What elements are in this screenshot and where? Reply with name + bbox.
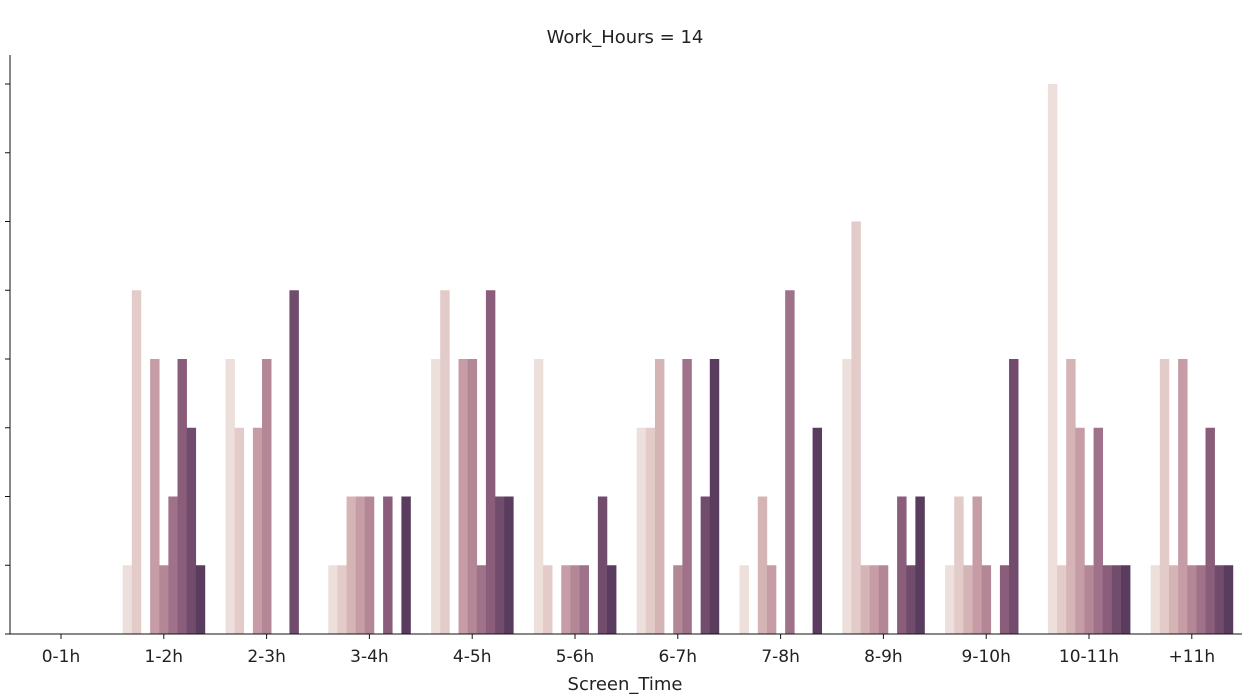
bar (431, 359, 441, 634)
bar (812, 427, 823, 634)
bar (1223, 565, 1234, 634)
bar (972, 496, 982, 634)
bar (700, 496, 711, 634)
bar (234, 427, 245, 634)
bar (1093, 427, 1104, 634)
bar (963, 565, 973, 634)
bar (150, 359, 160, 634)
x-tick-label: 5-6h (556, 647, 595, 667)
bar (945, 565, 955, 634)
bar (1178, 359, 1188, 634)
bar (328, 565, 338, 634)
bar (186, 427, 197, 634)
bar (355, 496, 366, 634)
bar (401, 496, 411, 634)
bar (1168, 565, 1179, 634)
bar (504, 496, 514, 634)
x-tick-label: 6-7h (659, 647, 698, 667)
bar (739, 565, 749, 634)
bar (842, 359, 852, 634)
bar (543, 565, 553, 634)
bar (757, 496, 768, 634)
bar (383, 496, 393, 634)
bar (346, 496, 356, 634)
bar (906, 565, 916, 634)
x-tick-label: 9-10h (962, 647, 1011, 667)
bar (785, 290, 795, 634)
x-axis-label: Screen_Time (568, 674, 683, 695)
bar (645, 427, 656, 634)
bar (1102, 565, 1113, 634)
bar (954, 496, 964, 634)
bar (851, 221, 861, 634)
bar (1075, 427, 1085, 634)
bar (597, 496, 608, 634)
bar (869, 565, 880, 634)
bar (337, 565, 347, 634)
bar (673, 565, 683, 634)
bar (495, 496, 505, 634)
x-tick-label: 3-4h (350, 647, 389, 667)
bar (1111, 565, 1122, 634)
bar (878, 565, 889, 634)
bar (606, 565, 617, 634)
bar (654, 359, 665, 634)
bar (1009, 359, 1019, 634)
bar (458, 359, 468, 634)
bar (1205, 427, 1215, 634)
bar (159, 565, 169, 634)
bar (131, 290, 142, 634)
bar (766, 565, 777, 634)
bar (1047, 84, 1058, 634)
x-tick-label: 7-8h (761, 647, 800, 667)
bar (177, 359, 187, 634)
bar (1159, 359, 1170, 634)
x-tick-label: +11h (1168, 647, 1215, 667)
bar (1066, 359, 1076, 634)
bar (467, 359, 478, 634)
bar (262, 359, 272, 634)
bar (1084, 565, 1094, 634)
bar (1057, 565, 1067, 634)
bar (1214, 565, 1225, 634)
bar (570, 565, 580, 634)
bar (225, 359, 235, 634)
axes-group (5, 55, 1242, 635)
bar (860, 565, 870, 634)
bar (709, 359, 720, 634)
x-tick-label: 2-3h (247, 647, 286, 667)
bar (1120, 565, 1131, 634)
bar (579, 565, 590, 634)
bar (485, 290, 496, 634)
bar (981, 565, 992, 634)
bar (999, 565, 1010, 634)
bar (252, 427, 263, 634)
bars-group (122, 84, 1234, 634)
x-tick-label: 10-11h (1059, 647, 1119, 667)
bar (195, 565, 206, 634)
bar (289, 290, 299, 634)
bar (440, 290, 450, 634)
bar (1187, 565, 1197, 634)
bar (122, 565, 133, 634)
bar (1196, 565, 1206, 634)
bar (476, 565, 487, 634)
x-tick-label: 0-1h (42, 647, 81, 667)
x-tick-label: 1-2h (145, 647, 184, 667)
x-ticks-group: 0-1h 1-2h 2-3h 3-4h 4-5h 5-6h 6-7h 7-8h 8-9h 9-10… (42, 634, 1215, 667)
bar (682, 359, 692, 634)
bar (364, 496, 375, 634)
bar (915, 496, 925, 634)
bar (897, 496, 907, 634)
bar (168, 496, 178, 634)
x-tick-label: 4-5h (453, 647, 492, 667)
bar (561, 565, 571, 634)
chart-title: Work_Hours = 14 (547, 27, 704, 48)
bar (636, 427, 647, 634)
bar (1150, 565, 1161, 634)
bar (533, 359, 544, 634)
x-tick-label: 8-9h (864, 647, 903, 667)
